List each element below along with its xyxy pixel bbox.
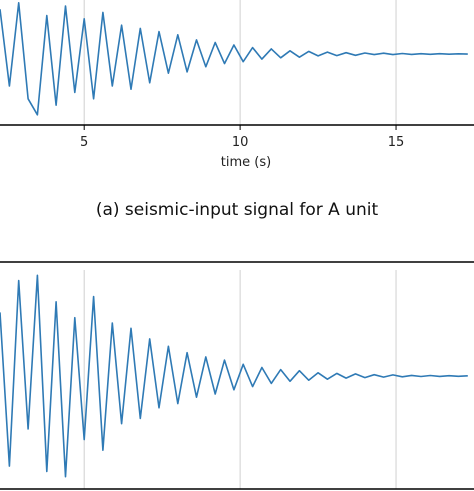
chart-a-x-tick-label: 15 <box>388 135 405 150</box>
chart-b <box>0 261 474 490</box>
chart-a: 5 10 15 time (s) <box>0 0 474 170</box>
chart-a-x-tick-label: 10 <box>232 135 249 150</box>
chart-b-signal-line <box>0 274 468 478</box>
chart-a-signal-line <box>0 1 468 116</box>
chart-a-x-axis-label: time (s) <box>221 155 271 170</box>
figure-caption: (a) seismic-input signal for A unit <box>95 200 379 220</box>
chart-b-gridlines <box>83 270 397 489</box>
chart-a-x-ticks: 5 10 15 <box>80 125 404 150</box>
chart-a-x-tick-label: 5 <box>80 135 88 150</box>
chart-a-gridlines <box>83 0 397 125</box>
